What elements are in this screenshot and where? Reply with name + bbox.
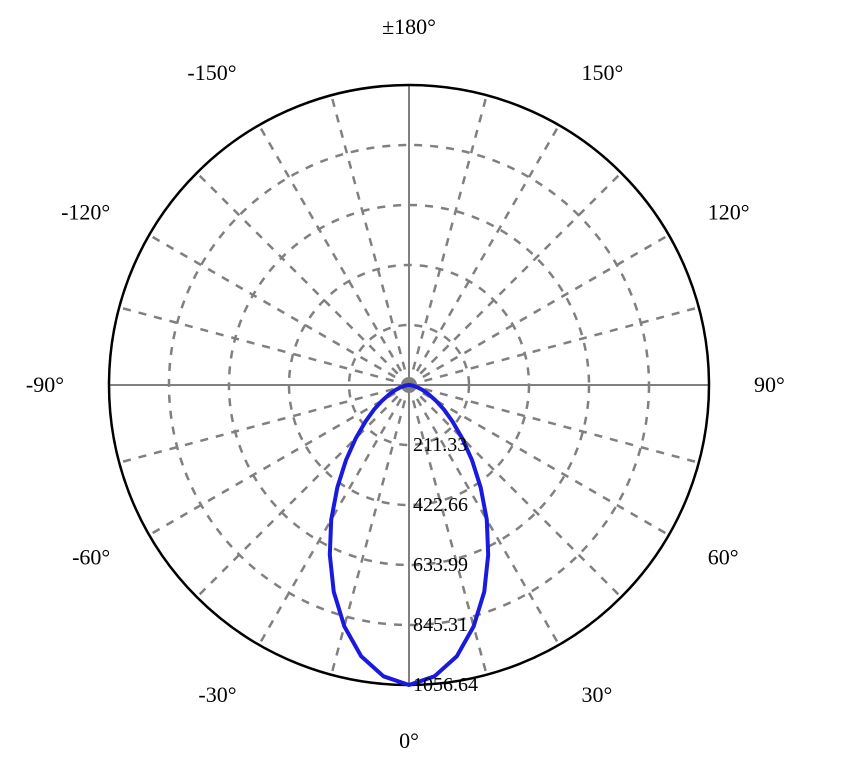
angle-label: 30° [582, 682, 613, 707]
angle-label: -120° [61, 200, 110, 225]
angle-label: -60° [72, 545, 110, 570]
radial-tick-label: 211.33 [413, 434, 467, 456]
radial-tick-label: 845.31 [413, 614, 468, 636]
radial-tick-label: 1056.64 [413, 674, 478, 696]
angle-label: -150° [187, 60, 236, 85]
angle-label: 0° [399, 728, 419, 753]
radial-tick-labels: 211.33 422.66 633.99 845.31 1056.64 [413, 434, 478, 696]
radial-tick-label: 633.99 [413, 554, 468, 576]
angle-label: 60° [708, 545, 739, 570]
angle-label: 120° [708, 200, 750, 225]
radial-tick-label: 422.66 [413, 494, 468, 516]
angle-label: -30° [198, 682, 236, 707]
angle-label: ±180° [382, 14, 436, 39]
angle-label: 150° [582, 60, 624, 85]
polar-chart: 211.33 422.66 633.99 845.31 1056.64 0° 30° 60°… [0, 0, 851, 769]
angle-label: 90° [754, 372, 785, 397]
angle-label: -90° [26, 372, 64, 397]
